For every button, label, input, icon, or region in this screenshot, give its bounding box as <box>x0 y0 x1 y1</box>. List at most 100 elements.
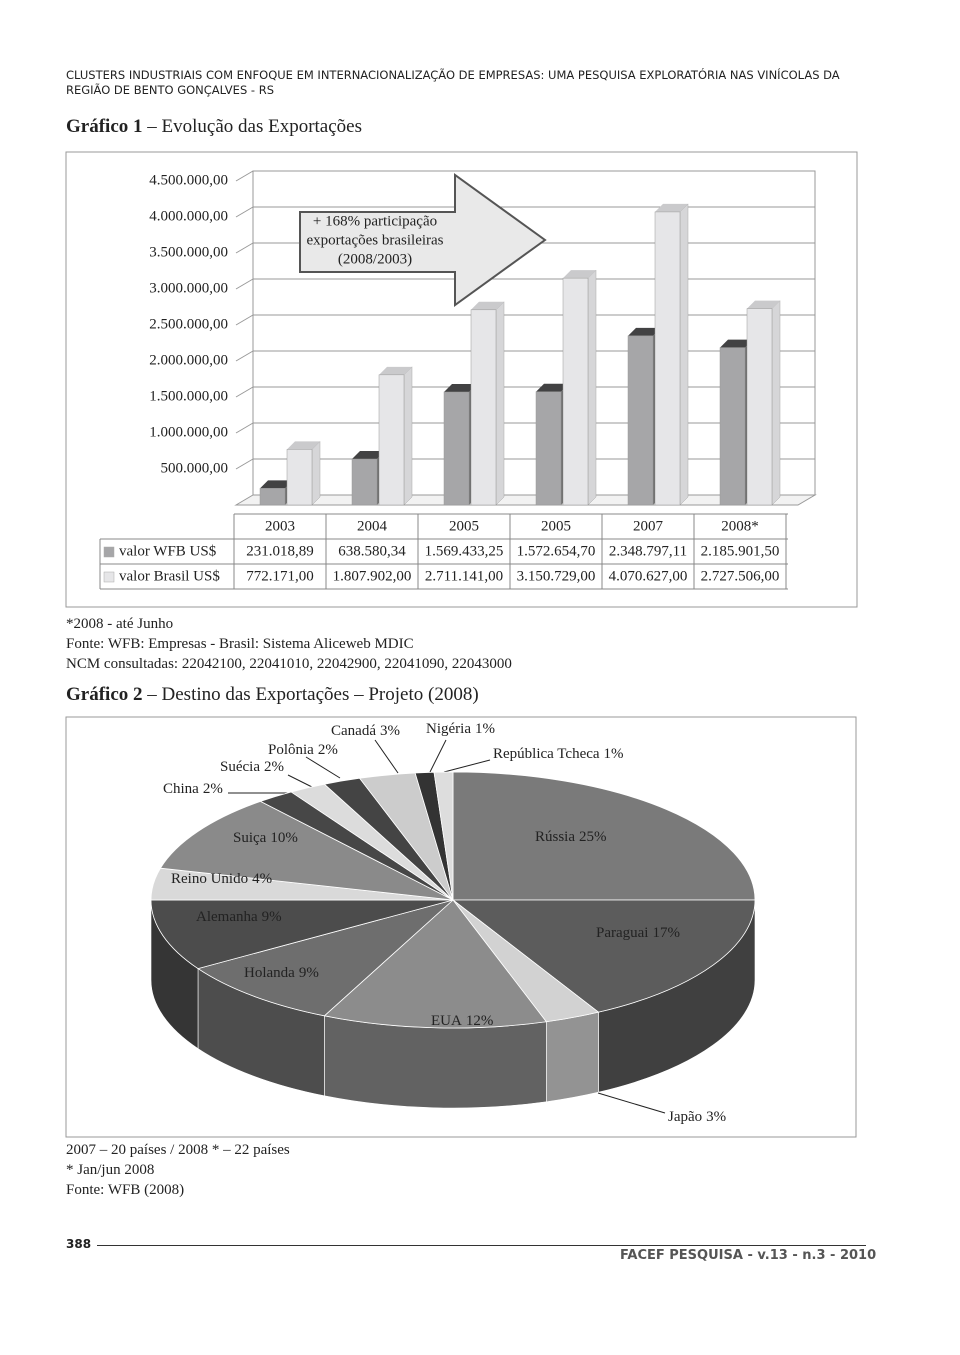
leader-line <box>374 739 399 774</box>
grid-line <box>235 422 254 434</box>
running-title: CLUSTERS INDUSTRIAIS COM ENFOQUE EM INTE… <box>66 68 840 97</box>
x-tick-label: 2007 <box>633 518 664 534</box>
slice-label: EUA 12% <box>431 1013 493 1029</box>
slice-percent: 25% <box>579 829 607 845</box>
data-label: 2.727.506,00 <box>701 568 780 584</box>
category-name: República Tcheca <box>493 746 600 762</box>
bar <box>719 347 746 506</box>
legend-label: valor WFB US$ <box>119 543 217 559</box>
slice-percent: 4% <box>252 871 272 887</box>
slice-label: Japão 3% <box>668 1109 726 1125</box>
bar-top <box>628 327 661 336</box>
data-label: 638.580,34 <box>338 543 406 559</box>
chart-frame <box>65 151 858 608</box>
journal-info: FACEF PESQUISA - v.13 - n.3 - 2010 <box>620 1248 877 1263</box>
pie-slice <box>433 771 454 901</box>
caption-text: – Evolução das Exportações <box>147 116 362 137</box>
slice-percent: 2% <box>318 742 338 758</box>
category-name: Canadá <box>331 723 376 739</box>
slice-percent: 12% <box>466 1013 494 1029</box>
data-label: 772.171,00 <box>246 568 314 584</box>
bar <box>562 277 589 506</box>
slice-side <box>324 1015 547 1109</box>
bar-top <box>655 203 688 212</box>
slice-percent: 3% <box>380 723 400 739</box>
slice-label: Nigéria 1% <box>426 721 495 737</box>
pie-slice <box>451 899 756 1013</box>
grid-line <box>235 350 254 362</box>
slice-percent: 1% <box>604 746 624 762</box>
figure-label: Gráfico 2 <box>66 684 143 705</box>
chart-frame <box>65 716 857 1138</box>
note: 2007 – 20 países / 2008 * – 22 países <box>66 1142 290 1158</box>
bar-side <box>311 440 321 506</box>
caption-text: – Destino das Exportações – Projeto (200… <box>147 684 479 705</box>
annotation: exportações brasileiras <box>306 232 443 248</box>
bar <box>378 374 405 506</box>
category-name: Suiça <box>233 830 267 846</box>
figure-label: Gráfico 1 <box>66 116 143 137</box>
grid-line <box>235 458 254 470</box>
bar-top <box>260 480 293 489</box>
category-name: Paraguai <box>596 925 648 941</box>
category-name: Suécia <box>220 759 260 775</box>
leader-line <box>429 739 447 773</box>
x-tick-label: 2004 <box>357 518 388 534</box>
data-label: 2.185.901,50 <box>701 543 780 559</box>
bar <box>443 391 470 506</box>
grid-line <box>235 314 254 326</box>
category-name: Alemanha <box>196 909 258 925</box>
slice-percent: 9% <box>262 909 282 925</box>
slice-percent: 2% <box>264 759 284 775</box>
bar-top <box>287 441 320 450</box>
bar-side <box>403 366 413 506</box>
bar <box>351 458 378 506</box>
leader-line <box>305 756 341 779</box>
bar-top <box>471 301 504 310</box>
category-name: Reino Unido <box>171 871 248 887</box>
bar-top <box>747 300 780 309</box>
data-label: 1.807.902,00 <box>333 568 412 584</box>
category-name: Rússia <box>535 829 575 845</box>
pie-slice <box>159 800 454 901</box>
pie-slice <box>150 899 454 970</box>
bar <box>259 488 286 506</box>
y-tick-label: 2.500.000,00 <box>149 316 228 332</box>
pie-slice <box>452 771 756 901</box>
note: * Jan/jun 2008 <box>66 1162 155 1178</box>
bar-top <box>563 270 596 279</box>
bar-side <box>587 269 597 506</box>
grid-line <box>235 386 254 398</box>
slice-label: Rússia 25% <box>535 829 607 845</box>
slice-percent: 3% <box>706 1109 726 1125</box>
slice-percent: 10% <box>270 830 298 846</box>
slice-label: China 2% <box>163 781 223 797</box>
data-label: 231.018,89 <box>246 543 314 559</box>
bar <box>746 308 773 506</box>
slice-percent: 17% <box>652 925 680 941</box>
slice-percent: 2% <box>203 781 223 797</box>
grid-line <box>235 242 254 254</box>
figure-notes: 2007 – 20 países / 2008 * – 22 países * … <box>66 1140 290 1200</box>
x-tick-label: 2003 <box>265 518 295 534</box>
slice-percent: 9% <box>299 965 319 981</box>
slice-label: Reino Unido 4% <box>171 871 272 887</box>
pie-slice <box>197 899 454 1017</box>
y-tick-label: 3.500.000,00 <box>149 244 228 260</box>
legend-swatch <box>103 546 115 558</box>
slice-label: Alemanha 9% <box>196 909 282 925</box>
category-name: Nigéria <box>426 721 471 737</box>
bar <box>470 309 497 506</box>
pie-slice <box>323 899 548 1029</box>
category-name: Holanda <box>244 965 295 981</box>
bar-top <box>352 451 385 460</box>
data-label: 3.150.729,00 <box>517 568 596 584</box>
x-tick-label: 2008* <box>721 518 759 534</box>
slice-label: Suiça 10% <box>233 830 298 846</box>
x-tick-label: 2005 <box>541 518 571 534</box>
x-tick-label: 2005 <box>449 518 479 534</box>
legend-label: valor Brasil US$ <box>119 568 220 584</box>
bar-side <box>495 301 505 506</box>
slice-label: Polônia 2% <box>268 742 338 758</box>
